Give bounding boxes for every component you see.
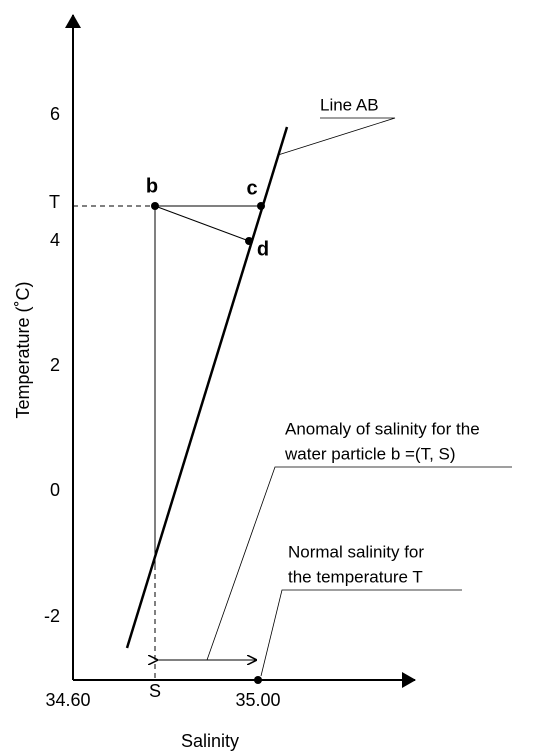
point-d: [245, 237, 253, 245]
point-label: d: [257, 238, 269, 260]
leader-line: [277, 117, 396, 156]
x-axis-title: Salinity: [181, 731, 239, 751]
point-label: b: [146, 175, 158, 197]
t-marker: T: [49, 192, 60, 212]
y-tick-label: 4: [50, 230, 60, 250]
y-tick-label: 0: [50, 480, 60, 500]
x-tick-label: 34.60: [45, 690, 90, 710]
annotation: Line AB: [320, 95, 379, 114]
leader-line: [260, 589, 462, 677]
leader-line: [206, 466, 512, 661]
y-tick-label: 6: [50, 104, 60, 124]
y-tick-label: -2: [44, 606, 60, 626]
s-marker: S: [149, 681, 161, 701]
point-b: [151, 202, 159, 210]
annotation: Normal salinity for: [288, 542, 424, 561]
b-d-line: [154, 205, 250, 242]
point-c: [257, 202, 265, 210]
annotation: Anomaly of salinity for the: [285, 419, 480, 438]
line-ab: [125, 126, 289, 649]
point-label: c: [246, 177, 257, 199]
x-tick-label: 35.00: [235, 690, 280, 710]
y-axis-title: Temperature (˚C): [13, 281, 33, 418]
point-normal: [254, 676, 262, 684]
annotation: the temperature T: [288, 567, 423, 586]
y-tick-label: 2: [50, 355, 60, 375]
annotation: water particle b =(T, S): [284, 444, 456, 463]
